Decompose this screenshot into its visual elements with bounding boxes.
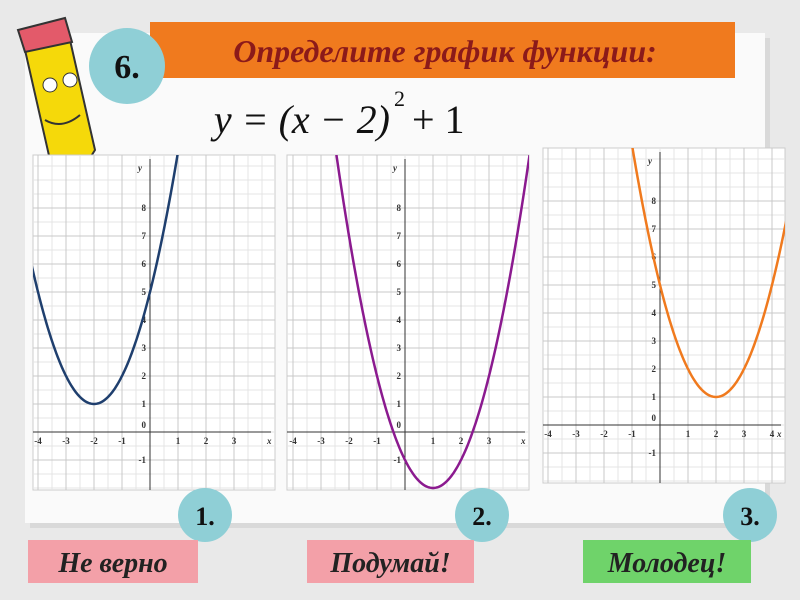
- y-tick-label: 3: [652, 336, 657, 346]
- y-tick-label: 1: [397, 399, 402, 409]
- x-tick-label: -4: [34, 436, 42, 446]
- x-tick-label: 2: [204, 436, 209, 446]
- origin-label: 0: [397, 420, 402, 430]
- x-tick-label: -2: [90, 436, 98, 446]
- title: Определите график функции:: [233, 33, 657, 69]
- x-axis-label: x: [776, 429, 782, 439]
- x-tick-label: -4: [289, 436, 297, 446]
- x-tick-label: -3: [572, 429, 580, 439]
- y-tick-label: 3: [397, 343, 402, 353]
- x-tick-label: 3: [742, 429, 747, 439]
- x-tick-label: -2: [600, 429, 608, 439]
- y-tick-label: 2: [142, 371, 147, 381]
- verdict: Молодец!: [607, 548, 727, 579]
- x-tick-label: -2: [345, 436, 353, 446]
- y-tick-label: 2: [397, 371, 402, 381]
- parabola: [335, 155, 529, 490]
- y-tick-label: 6: [142, 259, 147, 269]
- y-tick-label: 4: [142, 315, 147, 325]
- answer-number[interactable]: 1.: [195, 502, 215, 531]
- formula-power: 2: [394, 86, 405, 111]
- verdict-box: [583, 540, 751, 583]
- x-tick-label: -1: [373, 436, 381, 446]
- number-badge: [89, 28, 165, 104]
- y-tick-label: 7: [397, 231, 402, 241]
- y-tick-label: 5: [652, 280, 657, 290]
- x-tick-label: 2: [714, 429, 719, 439]
- y-tick-label: 5: [142, 287, 147, 297]
- formula-tail: + 1: [412, 97, 465, 142]
- answer-badge: [723, 488, 777, 542]
- x-tick-label: -4: [544, 429, 552, 439]
- y-axis-label: y: [137, 163, 143, 173]
- formula-base: y = (x − 2): [210, 97, 390, 142]
- pencil: [16, 16, 97, 192]
- graph-panel: [542, 147, 786, 484]
- y-tick-label: 3: [142, 343, 147, 353]
- y-tick-label: 8: [397, 203, 402, 213]
- origin-label: 0: [652, 413, 657, 423]
- y-tick-label: 8: [142, 203, 147, 213]
- y-tick-label: 8: [652, 196, 657, 206]
- parabola: [33, 155, 179, 406]
- answer-number[interactable]: 2.: [472, 502, 492, 531]
- x-tick-label: -3: [62, 436, 70, 446]
- y-tick-label: 7: [652, 224, 657, 234]
- verdict-box: [307, 540, 474, 583]
- graph-panel: [32, 154, 276, 491]
- y-axis-label: y: [392, 163, 398, 173]
- x-tick-label: -1: [118, 436, 126, 446]
- y-tick-label: 4: [397, 315, 402, 325]
- x-axis-label: x: [520, 436, 526, 446]
- y-tick-label: 6: [397, 259, 402, 269]
- x-tick-label: 1: [176, 436, 181, 446]
- y-tick-label: 1: [142, 399, 147, 409]
- x-tick-label: 4: [770, 429, 775, 439]
- x-tick-label: 3: [232, 436, 237, 446]
- verdict: Не верно: [57, 548, 167, 579]
- y-tick-label: 2: [652, 364, 657, 374]
- verdict-box: [28, 540, 198, 583]
- number: 6.: [114, 49, 140, 86]
- answer-number[interactable]: 3.: [740, 502, 760, 531]
- parabola: [631, 148, 785, 399]
- y-tick-label: 5: [397, 287, 402, 297]
- answer-badge: [455, 488, 509, 542]
- x-axis-label: x: [266, 436, 272, 446]
- x-tick-label: 1: [686, 429, 691, 439]
- verdict: Подумай!: [329, 548, 450, 579]
- x-tick-label: -1: [628, 429, 636, 439]
- title-bar: [150, 22, 735, 78]
- y-axis-label: y: [647, 156, 653, 166]
- answer-badge: [178, 488, 232, 542]
- x-tick-label: 3: [487, 436, 492, 446]
- origin-label: 0: [142, 420, 147, 430]
- y-tick-label: 1: [652, 392, 657, 402]
- graph: -4 -3 -2 -1 1 2 3 -1 1 2 3 4 5 6 7 8 x y 0: [286, 154, 530, 491]
- y-tick-label: 7: [142, 231, 147, 241]
- y-tick-label: -1: [649, 448, 657, 458]
- y-tick-label: -1: [139, 455, 147, 465]
- y-tick-label: 4: [652, 308, 657, 318]
- x-tick-label: 2: [459, 436, 464, 446]
- x-tick-label: -3: [317, 436, 325, 446]
- x-tick-label: 1: [431, 436, 436, 446]
- graph: -4 -3 -2 -1 1 2 3 -1 1 2 3 4 5 6 7 8 x y 0: [32, 154, 276, 491]
- y-tick-label: -1: [394, 455, 402, 465]
